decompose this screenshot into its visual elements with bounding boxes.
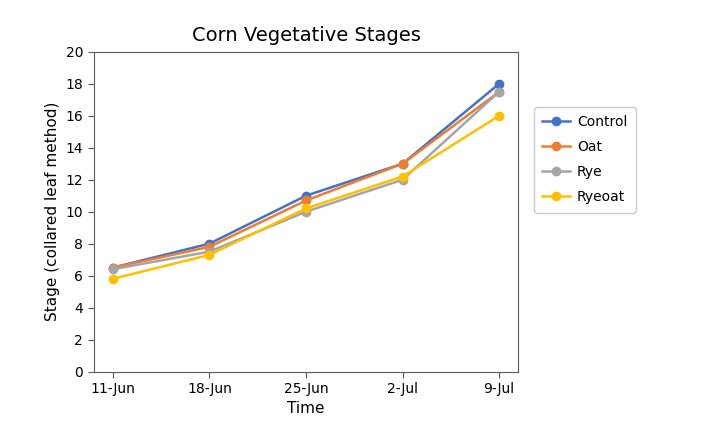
Rye xyxy=(495,89,503,94)
Ryeoat xyxy=(109,276,117,281)
Oat xyxy=(495,89,503,94)
Rye xyxy=(109,267,117,272)
Rye xyxy=(398,177,407,182)
Control xyxy=(398,161,407,166)
Title: Corn Vegetative Stages: Corn Vegetative Stages xyxy=(192,26,420,45)
Ryeoat xyxy=(205,252,214,257)
Line: Control: Control xyxy=(109,79,503,272)
Control xyxy=(495,81,503,86)
Y-axis label: Stage (collared leaf method): Stage (collared leaf method) xyxy=(45,102,60,321)
Control xyxy=(302,193,310,198)
Oat xyxy=(398,161,407,166)
Rye xyxy=(302,209,310,214)
Ryeoat xyxy=(495,113,503,118)
Oat xyxy=(109,265,117,270)
Ryeoat xyxy=(398,174,407,179)
Line: Ryeoat: Ryeoat xyxy=(109,111,503,283)
Control xyxy=(109,265,117,270)
Line: Rye: Rye xyxy=(109,88,503,273)
Line: Oat: Oat xyxy=(109,88,503,272)
Ryeoat xyxy=(302,206,310,211)
Oat xyxy=(205,244,214,249)
X-axis label: Time: Time xyxy=(287,401,325,416)
Control xyxy=(205,241,214,246)
Oat xyxy=(302,198,310,203)
Rye xyxy=(205,249,214,254)
Legend: Control, Oat, Rye, Ryeoat: Control, Oat, Rye, Ryeoat xyxy=(534,107,636,213)
